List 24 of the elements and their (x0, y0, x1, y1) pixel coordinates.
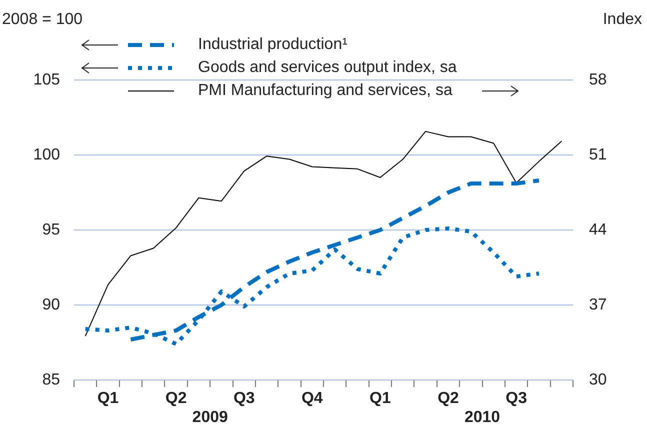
y2-axis-title: Index (602, 11, 642, 28)
y-tick-label: 105 (33, 71, 60, 88)
x-tick-label: Q1 (370, 390, 391, 408)
y2-tick-label: 51 (589, 146, 607, 164)
y2-tick-label: 37 (589, 296, 607, 314)
y-tick-label: 100 (33, 146, 60, 164)
x-tick-label: Q3 (506, 390, 528, 408)
y-tick-label: 85 (42, 371, 60, 388)
y2-tick-label: 58 (589, 71, 607, 88)
legend-label: Goods and services output index, sa (198, 58, 457, 76)
x-tick-label: Q2 (165, 390, 187, 408)
x-tick-label: Q3 (233, 390, 255, 408)
y-tick-label: 95 (42, 221, 60, 238)
y2-tick-label: 30 (589, 371, 607, 388)
legend-label: Industrial production¹ (198, 36, 348, 54)
text: 2009 (192, 409, 228, 425)
x-tick-label: Q2 (438, 390, 460, 408)
y-axis-title: 2008 = 100 (2, 11, 83, 28)
x-tick-label: Q1 (97, 390, 119, 408)
x-tick-label: Q4 (301, 390, 323, 408)
y-tick-label: 90 (42, 296, 60, 314)
text: 2010 (464, 409, 500, 425)
y2-tick-label: 44 (589, 221, 607, 238)
legend-label: PMI Manufacturing and services, sa (198, 82, 452, 100)
